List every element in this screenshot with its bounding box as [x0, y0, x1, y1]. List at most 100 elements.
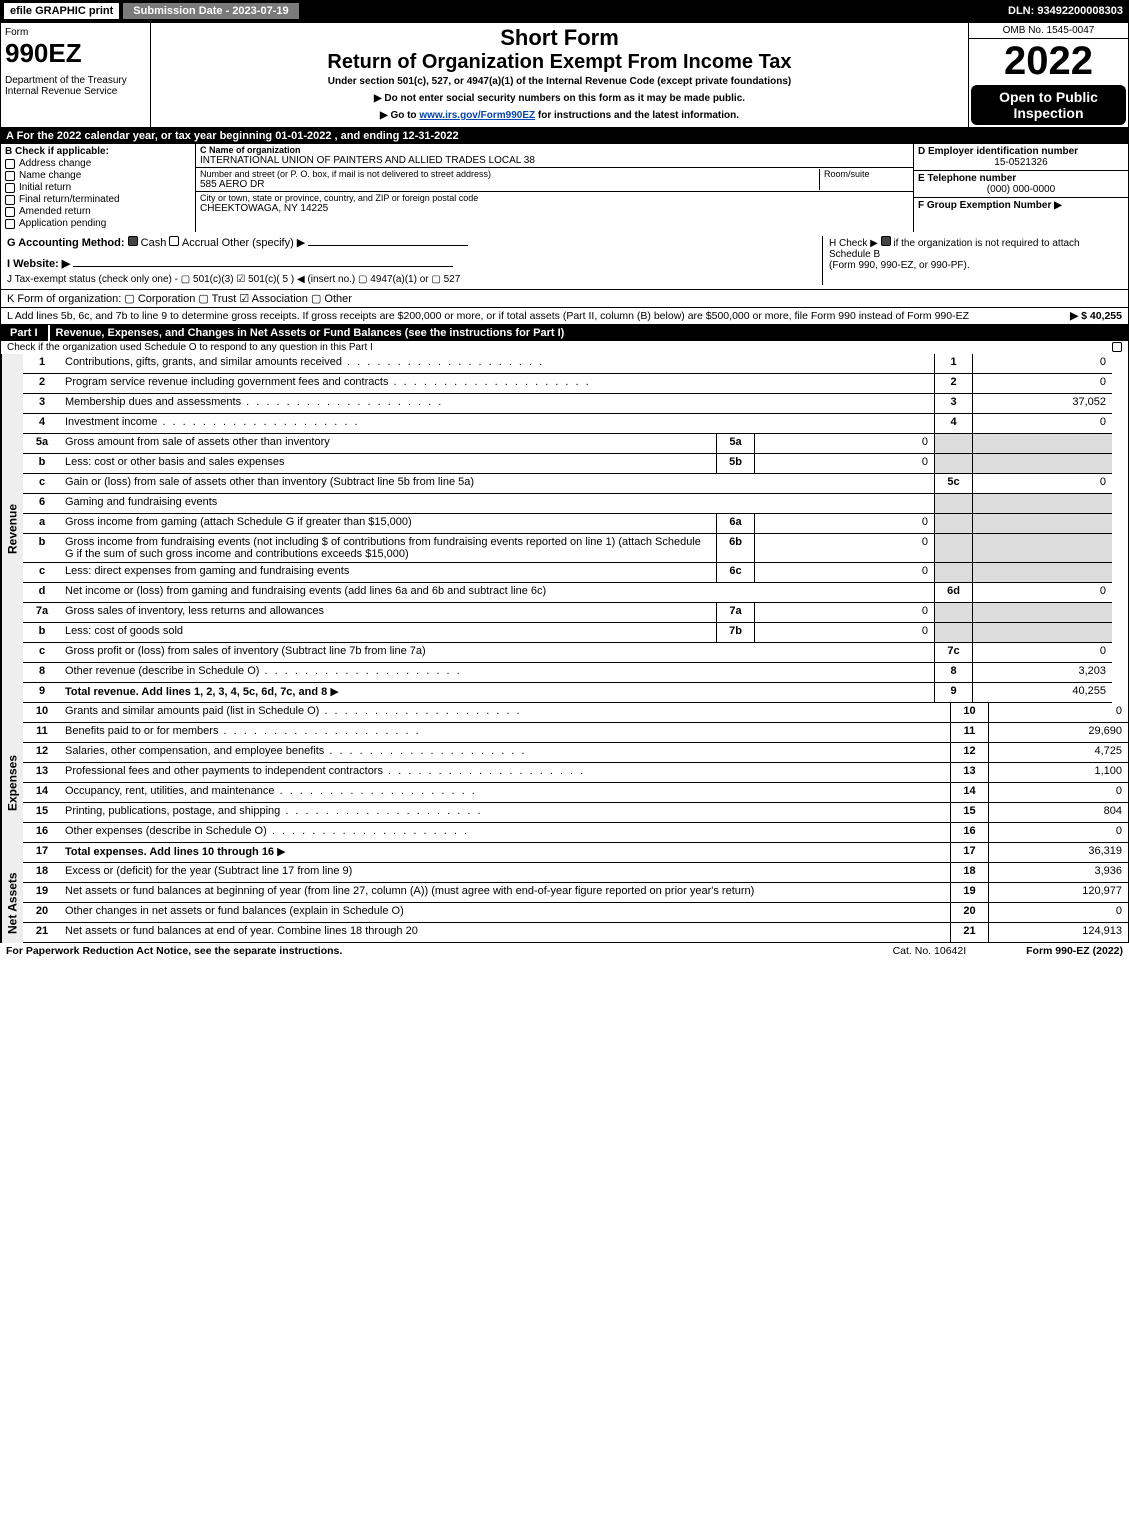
desc-15: Printing, publications, postage, and shi…: [61, 803, 950, 822]
box-b: B Check if applicable: Address change Na…: [1, 144, 196, 232]
chk-address-change[interactable]: [5, 159, 15, 169]
efile-print-button[interactable]: efile GRAPHIC print: [4, 3, 119, 19]
box-d-label: D Employer identification number: [918, 146, 1124, 157]
ln-3: 3: [23, 394, 61, 413]
line-h-pre: H Check ▶: [829, 238, 881, 249]
desc-7a: Gross sales of inventory, less returns a…: [61, 603, 716, 622]
lbl-application-pending: Application pending: [19, 218, 106, 229]
ln-16: 16: [23, 823, 61, 842]
ln-10: 10: [23, 703, 61, 722]
amtlbl-5c: 5c: [934, 474, 972, 493]
amt-19: 120,977: [988, 883, 1128, 902]
org-name: INTERNATIONAL UNION OF PAINTERS AND ALLI…: [200, 155, 909, 166]
ln-15: 15: [23, 803, 61, 822]
amtlbl-17: 17: [950, 843, 988, 862]
chk-final-return[interactable]: [5, 195, 15, 205]
line-h: H Check ▶ if the organization is not req…: [822, 236, 1122, 285]
part1-header: Part I Revenue, Expenses, and Changes in…: [0, 325, 1129, 341]
desc-4: Investment income: [61, 414, 934, 433]
amt-10: 0: [988, 703, 1128, 722]
desc-5b: Less: cost or other basis and sales expe…: [61, 454, 716, 473]
ln-6d: d: [23, 583, 61, 602]
amt-6d: 0: [972, 583, 1112, 602]
ln-2: 2: [23, 374, 61, 393]
chk-cash[interactable]: [128, 236, 138, 246]
amtlbl-5a: [934, 434, 972, 453]
amt-6-shade: [972, 494, 1112, 513]
amt-6b-shade: [972, 534, 1112, 562]
ln-13: 13: [23, 763, 61, 782]
line-g-label: G Accounting Method:: [7, 237, 125, 249]
desc-6: Gaming and fundraising events: [61, 494, 934, 513]
section-bcdef: B Check if applicable: Address change Na…: [0, 144, 1129, 232]
amt-15: 804: [988, 803, 1128, 822]
submission-date-button[interactable]: Submission Date - 2023-07-19: [123, 3, 298, 19]
pra-notice: For Paperwork Reduction Act Notice, see …: [6, 945, 342, 957]
amtlbl-6c: [934, 563, 972, 582]
line-l-text: L Add lines 5b, 6c, and 7b to line 9 to …: [7, 310, 969, 322]
desc-6a: Gross income from gaming (attach Schedul…: [61, 514, 716, 533]
amtlbl-9: 9: [934, 683, 972, 702]
chk-amended-return[interactable]: [5, 207, 15, 217]
amt-8: 3,203: [972, 663, 1112, 682]
ln-6: 6: [23, 494, 61, 513]
amtlbl-21: 21: [950, 923, 988, 942]
amt-2: 0: [972, 374, 1112, 393]
ln-4: 4: [23, 414, 61, 433]
amt-9: 40,255: [972, 683, 1112, 702]
amtlbl-13: 13: [950, 763, 988, 782]
desc-14: Occupancy, rent, utilities, and maintena…: [61, 783, 950, 802]
amtlbl-20: 20: [950, 903, 988, 922]
form-ref: Form 990-EZ (2022): [1026, 945, 1123, 957]
chk-schedule-o[interactable]: [1112, 342, 1122, 352]
desc-5c: Gain or (loss) from sale of assets other…: [61, 474, 934, 493]
subval-7b: 0: [754, 623, 934, 642]
amtlbl-7b: [934, 623, 972, 642]
chk-application-pending[interactable]: [5, 219, 15, 229]
ln-8: 8: [23, 663, 61, 682]
box-c: C Name of organization INTERNATIONAL UNI…: [196, 144, 913, 232]
chk-initial-return[interactable]: [5, 183, 15, 193]
lbl-address-change: Address change: [19, 158, 91, 169]
instr-goto-post: for instructions and the latest informat…: [535, 110, 739, 121]
part1-table: Revenue 1Contributions, gifts, grants, a…: [0, 354, 1129, 943]
side-tab-revenue: Revenue: [1, 354, 23, 703]
amtlbl-7a: [934, 603, 972, 622]
amtlbl-10: 10: [950, 703, 988, 722]
chk-name-change[interactable]: [5, 171, 15, 181]
instr-goto-pre: ▶ Go to: [380, 110, 419, 121]
desc-1: Contributions, gifts, grants, and simila…: [61, 354, 934, 373]
ln-12: 12: [23, 743, 61, 762]
ln-1: 1: [23, 354, 61, 373]
amtlbl-1: 1: [934, 354, 972, 373]
chk-accrual[interactable]: [169, 236, 179, 246]
amtlbl-11: 11: [950, 723, 988, 742]
amt-12: 4,725: [988, 743, 1128, 762]
irs-link[interactable]: www.irs.gov/Form990EZ: [419, 110, 535, 121]
amt-7c: 0: [972, 643, 1112, 662]
box-c-city-label: City or town, state or province, country…: [200, 193, 909, 203]
website-input[interactable]: [73, 266, 453, 267]
sublbl-7b: 7b: [716, 623, 754, 642]
sublbl-5b: 5b: [716, 454, 754, 473]
amt-1: 0: [972, 354, 1112, 373]
row-ghij: G Accounting Method: Cash Accrual Other …: [0, 232, 1129, 290]
lbl-other: Other (specify) ▶: [222, 237, 306, 249]
sublbl-7a: 7a: [716, 603, 754, 622]
sublbl-6b: 6b: [716, 534, 754, 562]
lbl-cash: Cash: [141, 237, 167, 249]
chk-schedule-b[interactable]: [881, 236, 891, 246]
desc-6c: Less: direct expenses from gaming and fu…: [61, 563, 716, 582]
desc-11: Benefits paid to or for members: [61, 723, 950, 742]
other-specify-input[interactable]: [308, 245, 468, 246]
subval-6b: 0: [754, 534, 934, 562]
ln-21: 21: [23, 923, 61, 942]
amt-11: 29,690: [988, 723, 1128, 742]
dln-label: DLN: 93492200008303: [1008, 5, 1129, 17]
amt-20: 0: [988, 903, 1128, 922]
box-e-label: E Telephone number: [918, 173, 1124, 184]
ln-9: 9: [23, 683, 61, 702]
ln-17: 17: [23, 843, 61, 862]
header-right: OMB No. 1545-0047 2022 Open to Public In…: [968, 23, 1128, 127]
open-to-public: Open to Public Inspection: [971, 85, 1126, 125]
